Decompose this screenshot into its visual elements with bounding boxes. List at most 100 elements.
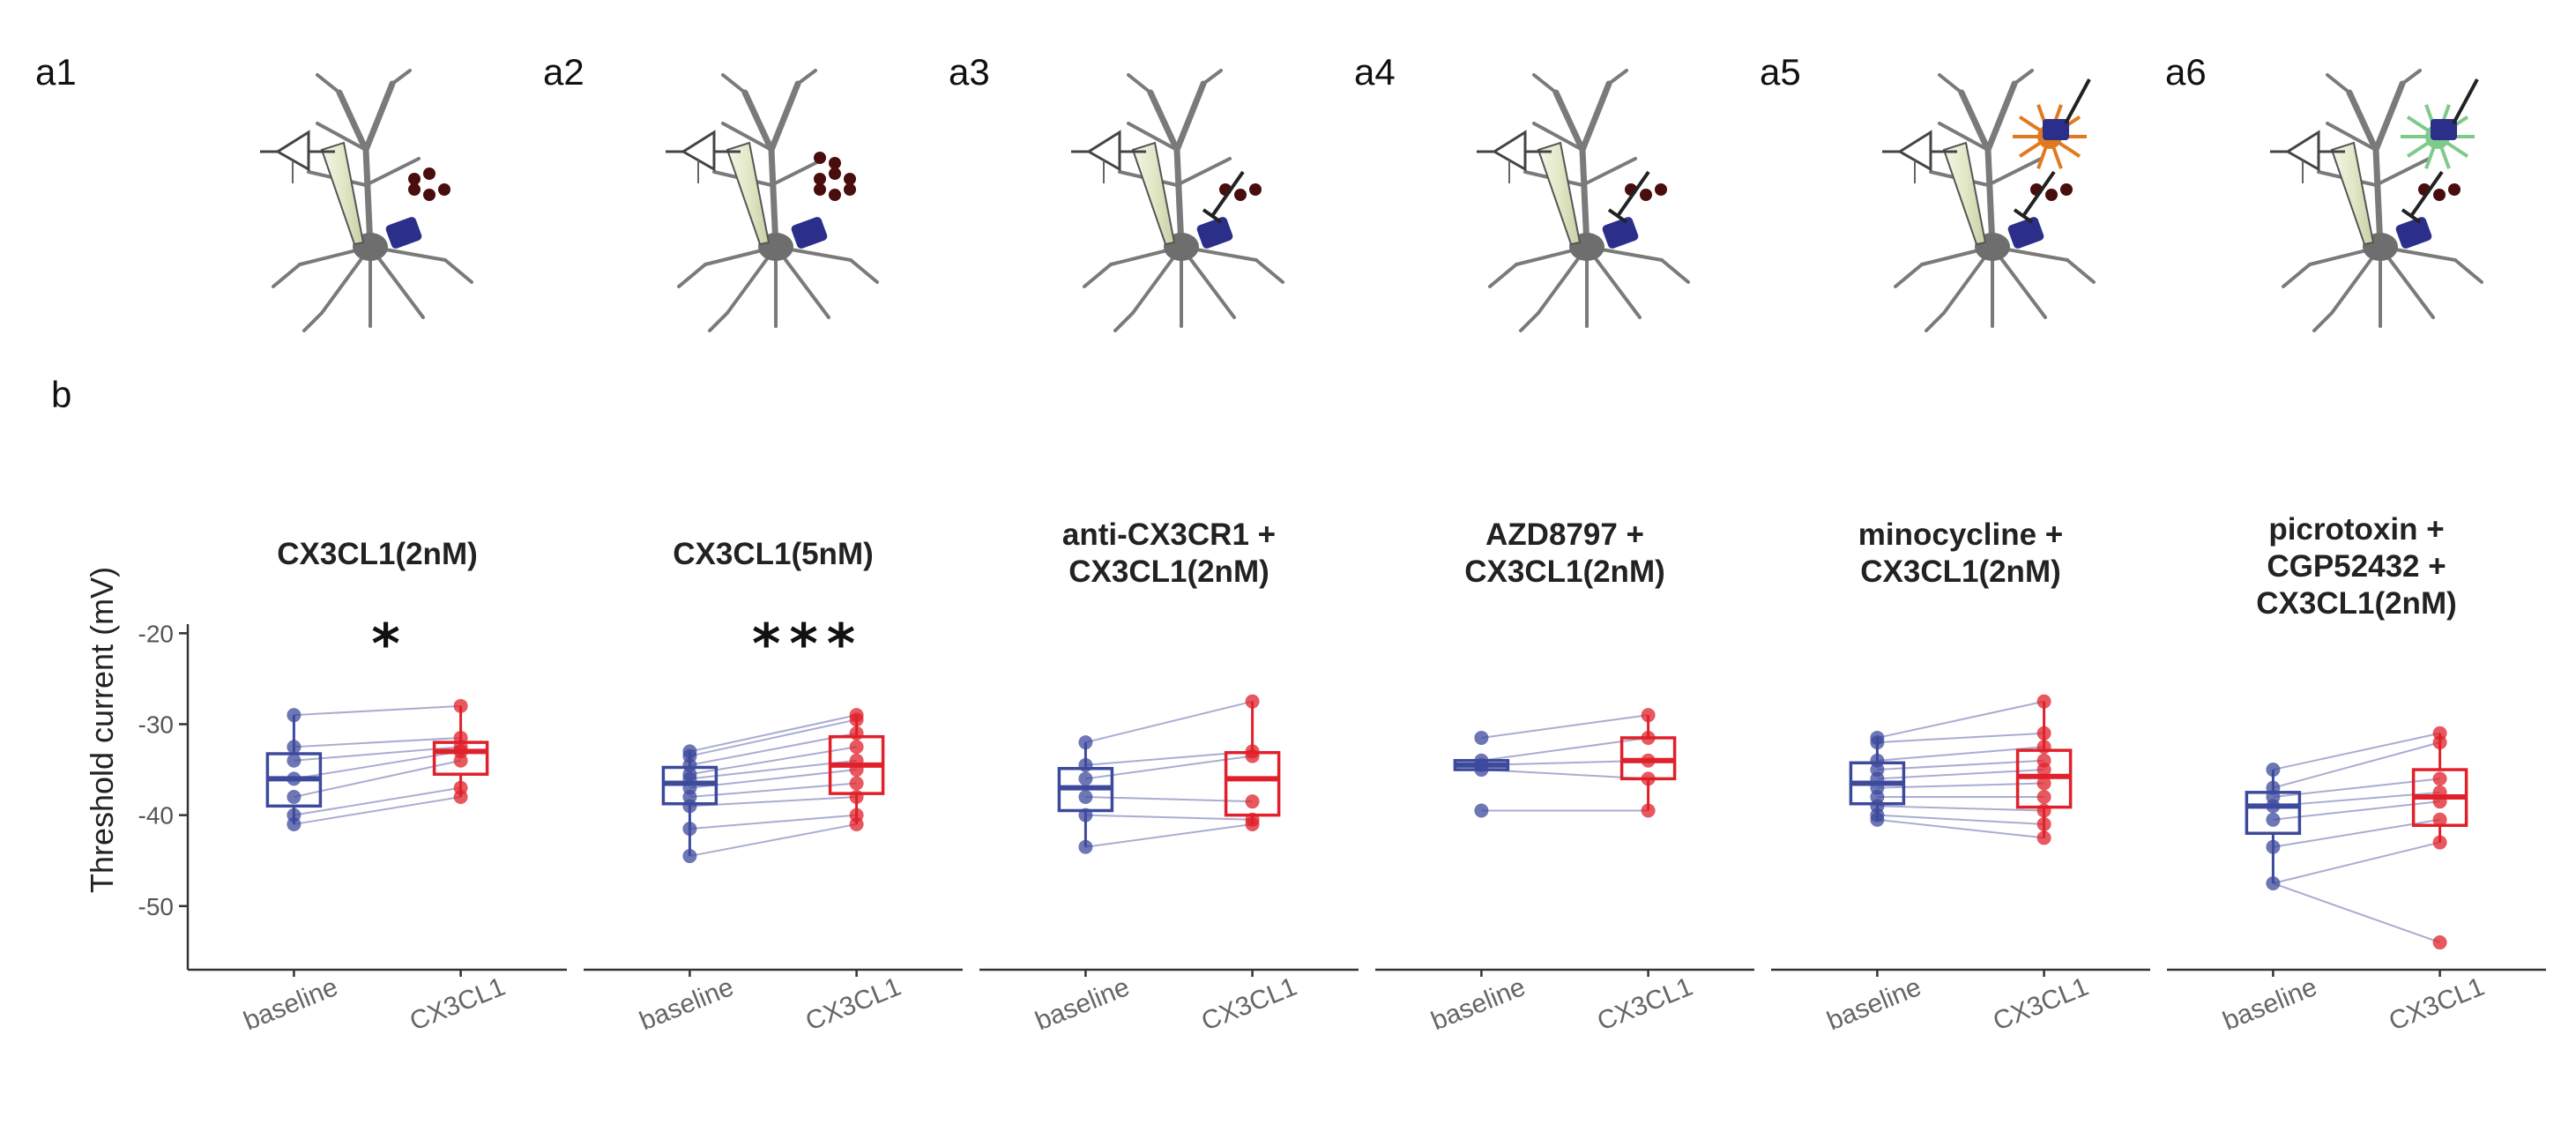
neuron-dendrite <box>1532 122 1584 152</box>
neuron-dendrite <box>1660 258 1690 284</box>
neuron-dendrite <box>272 263 302 288</box>
facet-title-line: CX3CL1(2nM) <box>1464 555 1665 589</box>
neuron-dendrite <box>1532 73 1558 94</box>
paired-line <box>1085 814 1253 821</box>
neuron-dendrite <box>1488 263 1518 288</box>
cx3cl1-point <box>2432 794 2447 809</box>
cx3cl1-point <box>1245 694 1260 709</box>
baseline-point <box>1870 812 1885 827</box>
x-tick-label: baseline <box>1823 972 1925 1036</box>
cx3cl1-point <box>2432 935 2447 950</box>
cx3cl1-point <box>1245 816 1260 831</box>
x-tick-label: CX3CL1 <box>2385 972 2489 1037</box>
schematic-a5 <box>1882 69 2096 332</box>
baseline-point <box>1474 763 1489 778</box>
neuron-dendrite <box>721 122 773 152</box>
glial-receptor-icon <box>2431 119 2457 140</box>
facet-2: CX3CL1(5nM) baseline CX3CL1 *** <box>584 537 963 1037</box>
paired-line <box>1877 814 2044 825</box>
facet-title-line: minocycline + <box>1858 517 2063 552</box>
baseline-point <box>1474 803 1489 818</box>
schematic-a2 <box>666 69 879 332</box>
neuron-dendrite <box>1579 80 1612 153</box>
neuron-dendrite <box>1254 258 1284 284</box>
cx3cl1-point <box>453 698 468 713</box>
neuron-dendrite <box>1083 263 1113 288</box>
neuron-dendrite <box>1894 263 1924 288</box>
baseline-point <box>1078 735 1093 750</box>
baseline-point <box>682 849 697 864</box>
baseline-point <box>2266 876 2281 890</box>
cx3cl1-point <box>2036 790 2051 804</box>
antagonist-bar <box>1607 208 1628 224</box>
baseline-point <box>2266 799 2281 814</box>
neuron-dendrite <box>1607 69 1628 86</box>
panel-label-a5: a5 <box>1760 51 1801 93</box>
baseline-point <box>287 790 302 804</box>
panel-label-a4: a4 <box>1354 51 1396 93</box>
cx3cl1-point <box>2432 771 2447 786</box>
schematic-a6 <box>2270 69 2483 332</box>
y-tick-label: -30 <box>138 711 174 738</box>
paired-line <box>1877 700 2044 739</box>
cx3cl1-point <box>2036 694 2051 709</box>
schematic-row <box>260 69 2483 332</box>
neuron-dendrite <box>1173 80 1207 153</box>
baseline-point <box>1474 730 1489 745</box>
neuron-dendrite <box>2282 263 2312 288</box>
facet-title: CX3CL1(2nM) <box>277 537 478 571</box>
ligand-dot <box>814 173 826 185</box>
facet-title-line: CX3CL1(2nM) <box>1068 555 1269 589</box>
ligand-dot <box>2045 189 2058 201</box>
cx3cl1-point <box>2036 726 2051 741</box>
antagonist-icon <box>2021 170 2056 218</box>
facet-title-line: CX3CL1(2nM) <box>1860 555 2061 589</box>
ligand-dot <box>438 183 450 196</box>
x-tick-label: baseline <box>1427 972 1530 1036</box>
receptor-icon <box>2395 217 2432 249</box>
baseline-point <box>2266 839 2281 854</box>
ligand-dot <box>2433 189 2446 201</box>
cx3cl1-point <box>849 776 864 791</box>
neuron-dendrite <box>316 73 341 94</box>
cx3cl1-point <box>2036 776 2051 791</box>
neuron-dendrite <box>362 80 396 153</box>
paired-line <box>2273 741 2440 789</box>
facet-title: minocycline + CX3CL1(2nM) <box>1858 517 2063 589</box>
facet-title-line: CX3CL1(2nM) <box>2256 586 2457 621</box>
antagonist-icon <box>1210 170 1245 218</box>
baseline-point <box>682 799 697 814</box>
cx3cl1-point <box>1641 771 1656 786</box>
ligand-dot <box>1640 189 1652 201</box>
baseline-point <box>1078 757 1093 772</box>
panel-label-a2: a2 <box>543 51 584 93</box>
y-tick-label: -50 <box>138 893 174 920</box>
neuron-dendrite <box>362 146 374 250</box>
cx3cl1-point <box>1641 730 1656 745</box>
neuron-dendrite <box>1113 311 1135 332</box>
y-tick-label: -20 <box>138 620 174 647</box>
cx3cl1-point <box>2432 735 2447 750</box>
ligand-dot <box>829 157 841 169</box>
cx3cl1-point <box>1641 708 1656 723</box>
cx3cl1-point <box>453 790 468 804</box>
paired-line <box>1085 700 1253 744</box>
paired-line <box>294 736 461 748</box>
ligand-dot <box>2448 183 2461 196</box>
neuron-dendrite <box>1579 146 1590 250</box>
y-axis-title: Threshold current (mV) <box>84 567 120 893</box>
neuron-dendrite <box>1938 73 1963 94</box>
x-tick-label: CX3CL1 <box>406 972 510 1037</box>
neuron-dendrite <box>2453 258 2483 284</box>
schematic-a1 <box>260 69 473 332</box>
recording-pipette <box>2330 141 2375 246</box>
cx3cl1-point <box>2036 763 2051 778</box>
neuron-dendrite <box>1984 146 1996 250</box>
paired-line <box>1877 818 2044 839</box>
antagonist-icon <box>2064 78 2091 124</box>
panel-label-a3: a3 <box>949 51 990 93</box>
neuron-dendrite <box>336 89 369 153</box>
ligand-dot <box>1249 183 1262 196</box>
antagonist-bar <box>1202 208 1223 224</box>
facet-title-line: CX3CL1(2nM) <box>277 537 478 571</box>
